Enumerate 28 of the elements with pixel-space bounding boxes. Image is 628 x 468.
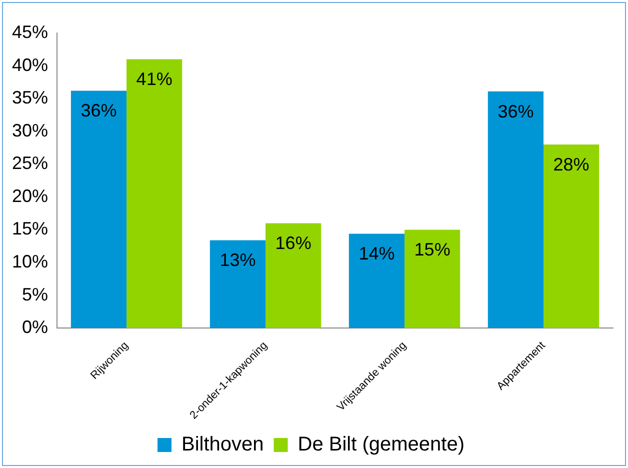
y-tick-label: 30%: [12, 120, 48, 140]
data-label: 41%: [136, 69, 172, 90]
y-tick-label: 15%: [12, 218, 48, 239]
data-label: 16%: [275, 233, 312, 254]
legend-label: Bilthoven: [181, 434, 264, 456]
y-tick-label: 45%: [12, 22, 48, 42]
bar: [404, 230, 460, 328]
bar: [70, 90, 127, 328]
bar: [210, 240, 266, 328]
y-tick-label: 35%: [12, 88, 48, 108]
legend-label: De Bilt (gemeente): [298, 434, 465, 456]
bar: [126, 59, 182, 328]
bar: [544, 144, 600, 328]
y-tick-label: 0%: [22, 317, 48, 338]
y-tick-label: 5%: [22, 284, 48, 304]
bar: [488, 91, 544, 328]
y-tick-label: 40%: [12, 54, 48, 75]
bar: [266, 223, 322, 328]
data-label: 36%: [80, 100, 117, 121]
data-label: 14%: [358, 244, 395, 264]
y-tick-label: 10%: [12, 252, 48, 272]
data-label: 13%: [220, 250, 256, 270]
data-label: 36%: [498, 101, 534, 122]
bar: [348, 234, 405, 328]
y-tick-label: 20%: [12, 186, 48, 206]
y-tick-label: 25%: [12, 153, 48, 174]
data-label: 15%: [414, 240, 450, 260]
data-label: 28%: [553, 154, 590, 174]
